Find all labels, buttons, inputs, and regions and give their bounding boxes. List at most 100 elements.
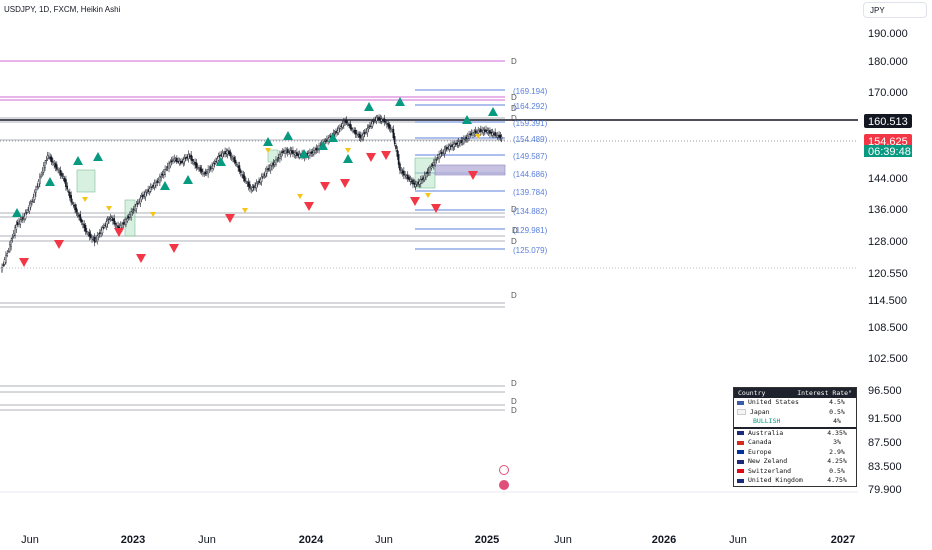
candle-body <box>401 170 404 174</box>
d-marker: D <box>511 379 517 388</box>
candle-body <box>39 176 41 184</box>
candle-body <box>393 136 396 144</box>
candle-body <box>491 132 494 136</box>
candle-body <box>11 237 14 240</box>
candle-body <box>169 161 172 167</box>
candle-body <box>234 159 237 164</box>
candle-body <box>388 124 391 129</box>
candle-body <box>464 138 466 141</box>
candle-body <box>367 127 370 130</box>
buy-signal-triangle <box>283 131 293 140</box>
candle-body <box>346 123 349 125</box>
candle-body <box>466 135 469 140</box>
us-flag-icon <box>737 400 744 405</box>
current-price-tag: 160.513 <box>864 114 912 128</box>
fib-level-label: (149.587) <box>513 152 548 161</box>
candle-body <box>19 219 22 225</box>
candle-body <box>447 147 450 149</box>
candle-body <box>431 164 434 166</box>
candle-body <box>222 153 225 155</box>
sell-signal-triangle <box>169 244 179 253</box>
candle-body <box>376 117 379 120</box>
rate-diff: 4% <box>833 417 841 425</box>
currency-button[interactable]: JPY <box>863 2 927 18</box>
candle-body <box>142 194 144 198</box>
candle-body <box>110 217 113 220</box>
candle-body <box>353 130 356 133</box>
candle-body <box>379 118 382 120</box>
countdown-bg <box>864 145 912 157</box>
x-tick-label: 2023 <box>121 534 145 546</box>
ca-flag-icon <box>737 440 744 445</box>
candle-body <box>147 189 149 192</box>
candle-body <box>275 159 277 166</box>
candle-body <box>292 150 294 155</box>
candle-body <box>344 120 346 123</box>
candle-body <box>386 123 388 125</box>
buy-signal-triangle <box>364 102 374 111</box>
candle-body <box>109 216 112 219</box>
candle-body <box>246 182 249 184</box>
flag-icon[interactable] <box>499 480 509 490</box>
candle-body <box>230 156 233 158</box>
candle-body <box>199 167 202 172</box>
candle-body <box>384 121 387 123</box>
candle-body <box>267 168 269 171</box>
table-row: Switzerland 0.5% <box>734 467 856 477</box>
minor-signal <box>425 193 431 198</box>
candle-body <box>202 171 204 174</box>
logo-icon[interactable] <box>499 465 509 475</box>
candle-body <box>213 163 216 165</box>
candle-body <box>418 181 421 185</box>
buy-signal-triangle <box>160 181 170 190</box>
candle-body <box>272 162 275 166</box>
x-axis[interactable]: Jun 2023 Jun 2024 Jun 2025 Jun 2026 Jun 2027 <box>21 534 855 546</box>
candle-body <box>16 222 19 225</box>
zone-boxes <box>76 149 506 237</box>
candle-body <box>382 119 384 121</box>
candle-body <box>409 179 412 182</box>
table-row: United Kingdom 4.75% <box>734 476 856 486</box>
candle-body <box>1 267 3 272</box>
candle-body <box>91 236 93 240</box>
candle-body <box>233 156 236 163</box>
candle-body <box>149 186 152 192</box>
country-name: United States <box>748 398 799 406</box>
rate-value: 0.5% <box>829 407 845 416</box>
candle-body <box>226 150 229 155</box>
candle-body <box>27 209 29 211</box>
minor-signal <box>82 197 88 202</box>
candle-body <box>264 171 267 177</box>
fib-level-label: (169.194) <box>513 87 548 96</box>
candle-body <box>42 165 45 173</box>
fib-level-label: (134.882) <box>513 207 548 216</box>
candle-body <box>490 131 493 134</box>
candle-body <box>444 148 447 151</box>
candle-body <box>206 171 208 173</box>
candle-body <box>74 204 76 211</box>
candle-body <box>146 192 148 194</box>
candle-body <box>259 179 262 183</box>
candle-body <box>333 132 336 135</box>
candle-body <box>293 152 296 155</box>
candle-body <box>33 191 36 200</box>
rate-value: 2.9% <box>829 447 845 456</box>
candle-body <box>23 215 25 220</box>
candle-body <box>134 206 136 211</box>
candle-body <box>12 233 15 237</box>
buy-signal-triangle <box>299 149 309 158</box>
candle-body <box>2 264 5 266</box>
candle-body <box>198 167 200 170</box>
candle-body <box>455 142 457 146</box>
candle-body <box>423 174 426 181</box>
candle-body <box>79 214 82 221</box>
sell-signal-triangle <box>381 151 391 160</box>
candle-body <box>476 131 478 133</box>
candle-body <box>416 184 418 186</box>
y-axis[interactable]: 190.000180.000170.000160.000152.000144.0… <box>868 28 908 496</box>
candle-body <box>345 120 348 124</box>
candle-body <box>96 235 99 242</box>
x-tick-label: 2024 <box>299 534 324 546</box>
